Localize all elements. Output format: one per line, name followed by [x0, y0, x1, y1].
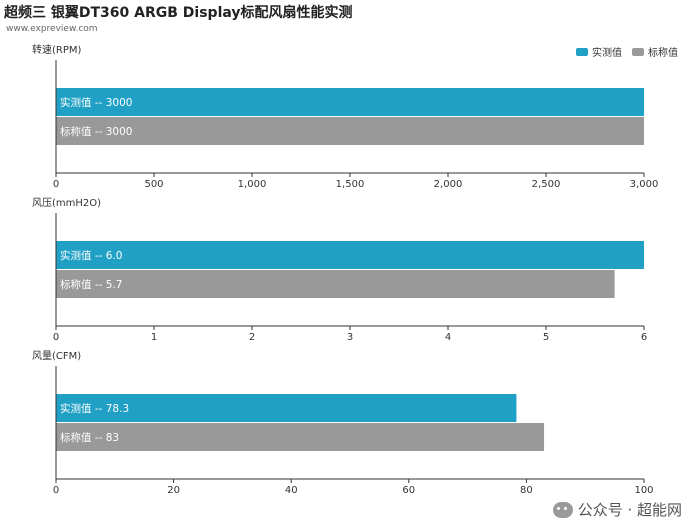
panel-1-bar-0 [56, 241, 644, 269]
panel-0-tick-label-4: 2,000 [434, 179, 463, 190]
panel-2-tick-label-3: 60 [402, 485, 415, 496]
panel-0-tick-label-3: 1,500 [336, 179, 365, 190]
panel-0-bar-0-label: 实测值 -- 3000 [60, 96, 132, 109]
wechat-icon [552, 501, 573, 518]
panel-0-tick-label-2: 1,000 [238, 179, 267, 190]
panel-2-axis-label: 风量(CFM) [32, 350, 81, 362]
legend: 实测值 标称值 [576, 44, 678, 59]
watermark: 公众号 · 超能网 [552, 499, 682, 520]
panel-2-bar-1-label: 标称值 -- 83 [60, 431, 119, 444]
panel-1-tick-label-3: 3 [347, 332, 353, 343]
panel-1-bar-0-label: 实测值 -- 6.0 [60, 249, 122, 262]
panel-1-tick-label-5: 5 [543, 332, 549, 343]
legend-label-rated: 标称值 [648, 48, 678, 59]
panel-1-tick-label-2: 2 [249, 332, 255, 343]
panel-2-tick-label-2: 40 [285, 485, 298, 496]
panel-0-bar-1-label: 标称值 -- 3000 [60, 125, 132, 138]
panel-0-tick-label-5: 2,500 [532, 179, 561, 190]
panel-1-bar-1-label: 标称值 -- 5.7 [60, 278, 122, 291]
panel-2-tick-label-4: 80 [520, 485, 533, 496]
source-url: www.expreview.com [6, 24, 98, 34]
panel-2-tick-label-1: 20 [167, 485, 180, 496]
legend-label-measured: 实测值 [592, 48, 622, 59]
watermark-text: 公众号 · 超能网 [577, 501, 682, 519]
panel-1-tick-label-1: 1 [151, 332, 157, 343]
panel-2-tick-label-5: 100 [634, 485, 653, 496]
panel-2-bar-0-label: 实测值 -- 78.3 [60, 402, 129, 415]
legend-swatch-rated [632, 47, 644, 56]
panel-0-tick-label-0: 0 [53, 179, 59, 190]
chart-title: 超频三 银翼DT360 ARGB Display标配风扇性能实测 [4, 5, 353, 21]
panel-0-axis-label: 转速(RPM) [32, 43, 82, 56]
panel-2-tick-label-0: 0 [53, 485, 59, 496]
legend-item-measured[interactable]: 实测值 [576, 44, 622, 59]
panel-0-bar-0 [56, 88, 644, 116]
panel-0-tick-label-1: 500 [144, 179, 163, 190]
panel-1-axis-label: 风压(mmH2O) [32, 197, 101, 209]
panel-2-bar-0 [56, 394, 517, 422]
panel-1-tick-label-6: 6 [641, 332, 647, 343]
panel-0-bar-1 [56, 117, 644, 145]
panel-1-tick-label-0: 0 [53, 332, 59, 343]
panel-1-bar-1 [56, 270, 615, 298]
panel-1-tick-label-4: 4 [445, 332, 451, 343]
legend-swatch-measured [576, 47, 588, 56]
legend-item-rated[interactable]: 标称值 [632, 44, 678, 59]
panel-2-bar-1 [56, 423, 545, 451]
panel-0-tick-label-6: 3,000 [630, 179, 659, 190]
